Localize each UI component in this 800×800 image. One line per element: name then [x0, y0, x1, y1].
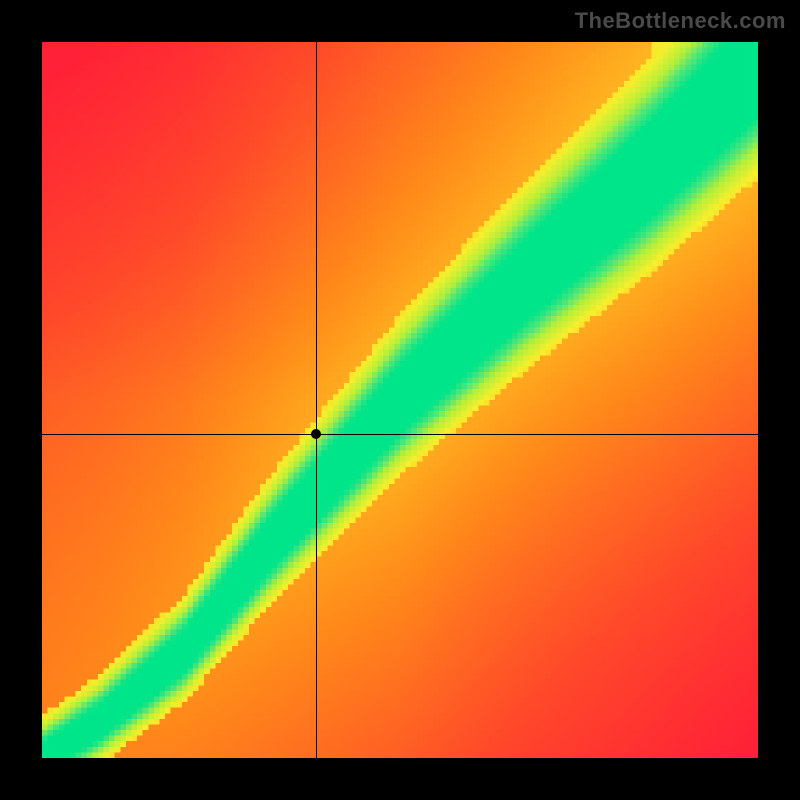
- crosshair-horizontal: [42, 434, 758, 435]
- heatmap-canvas: [42, 42, 758, 758]
- watermark-text: TheBottleneck.com: [575, 8, 786, 34]
- bottleneck-heatmap: [42, 42, 758, 758]
- crosshair-vertical: [316, 42, 317, 758]
- crosshair-marker-dot: [311, 429, 321, 439]
